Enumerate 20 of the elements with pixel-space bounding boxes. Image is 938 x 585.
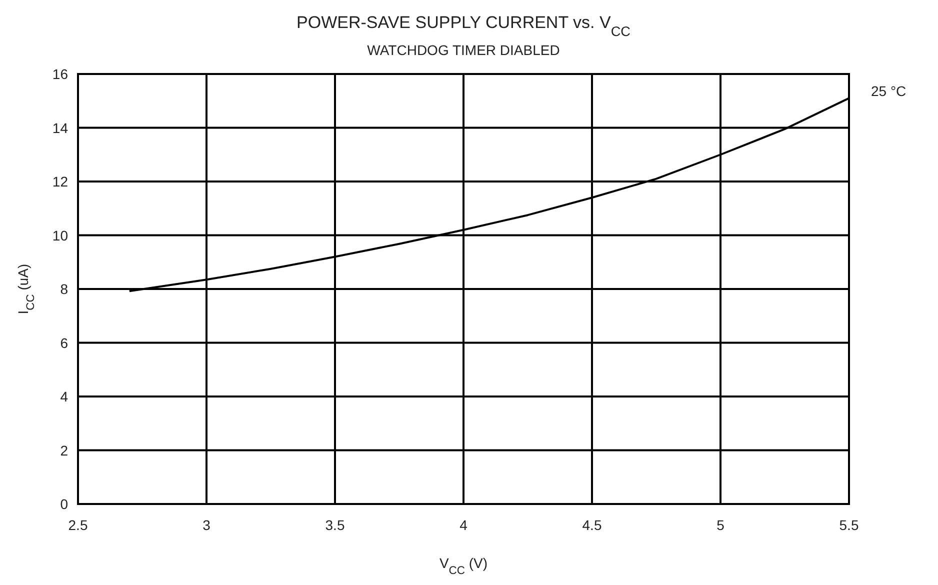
chart-subtitle: WATCHDOG TIMER DIABLED [367, 42, 560, 58]
y-tick-label: 2 [60, 442, 68, 458]
x-tick-label: 4.5 [582, 517, 602, 533]
series-label: 25 °C [871, 83, 906, 100]
y-tick-label: 14 [52, 120, 68, 136]
chart-title: POWER-SAVE SUPPLY CURRENT vs. V$_{CC}$ [296, 13, 631, 38]
x-tick-label: 3.5 [325, 517, 345, 533]
y-tick-label: 10 [52, 227, 68, 244]
x-axis-title: V$_{CC}$ (V) [439, 555, 488, 577]
y-tick-label: 12 [52, 174, 68, 190]
y-tick-label: 8 [60, 281, 68, 297]
y-tick-label: 6 [60, 334, 68, 351]
y-tick-label: 0 [60, 496, 68, 512]
y-tick-label: 16 [52, 66, 68, 82]
x-tick-label: 5.5 [839, 517, 859, 533]
x-tick-label: 5 [716, 517, 725, 533]
y-tick-label: 4 [60, 388, 68, 404]
x-tick-label: 4 [460, 517, 468, 533]
x-tick-label: 3 [202, 517, 211, 533]
x-tick-label: 2.5 [68, 517, 88, 533]
